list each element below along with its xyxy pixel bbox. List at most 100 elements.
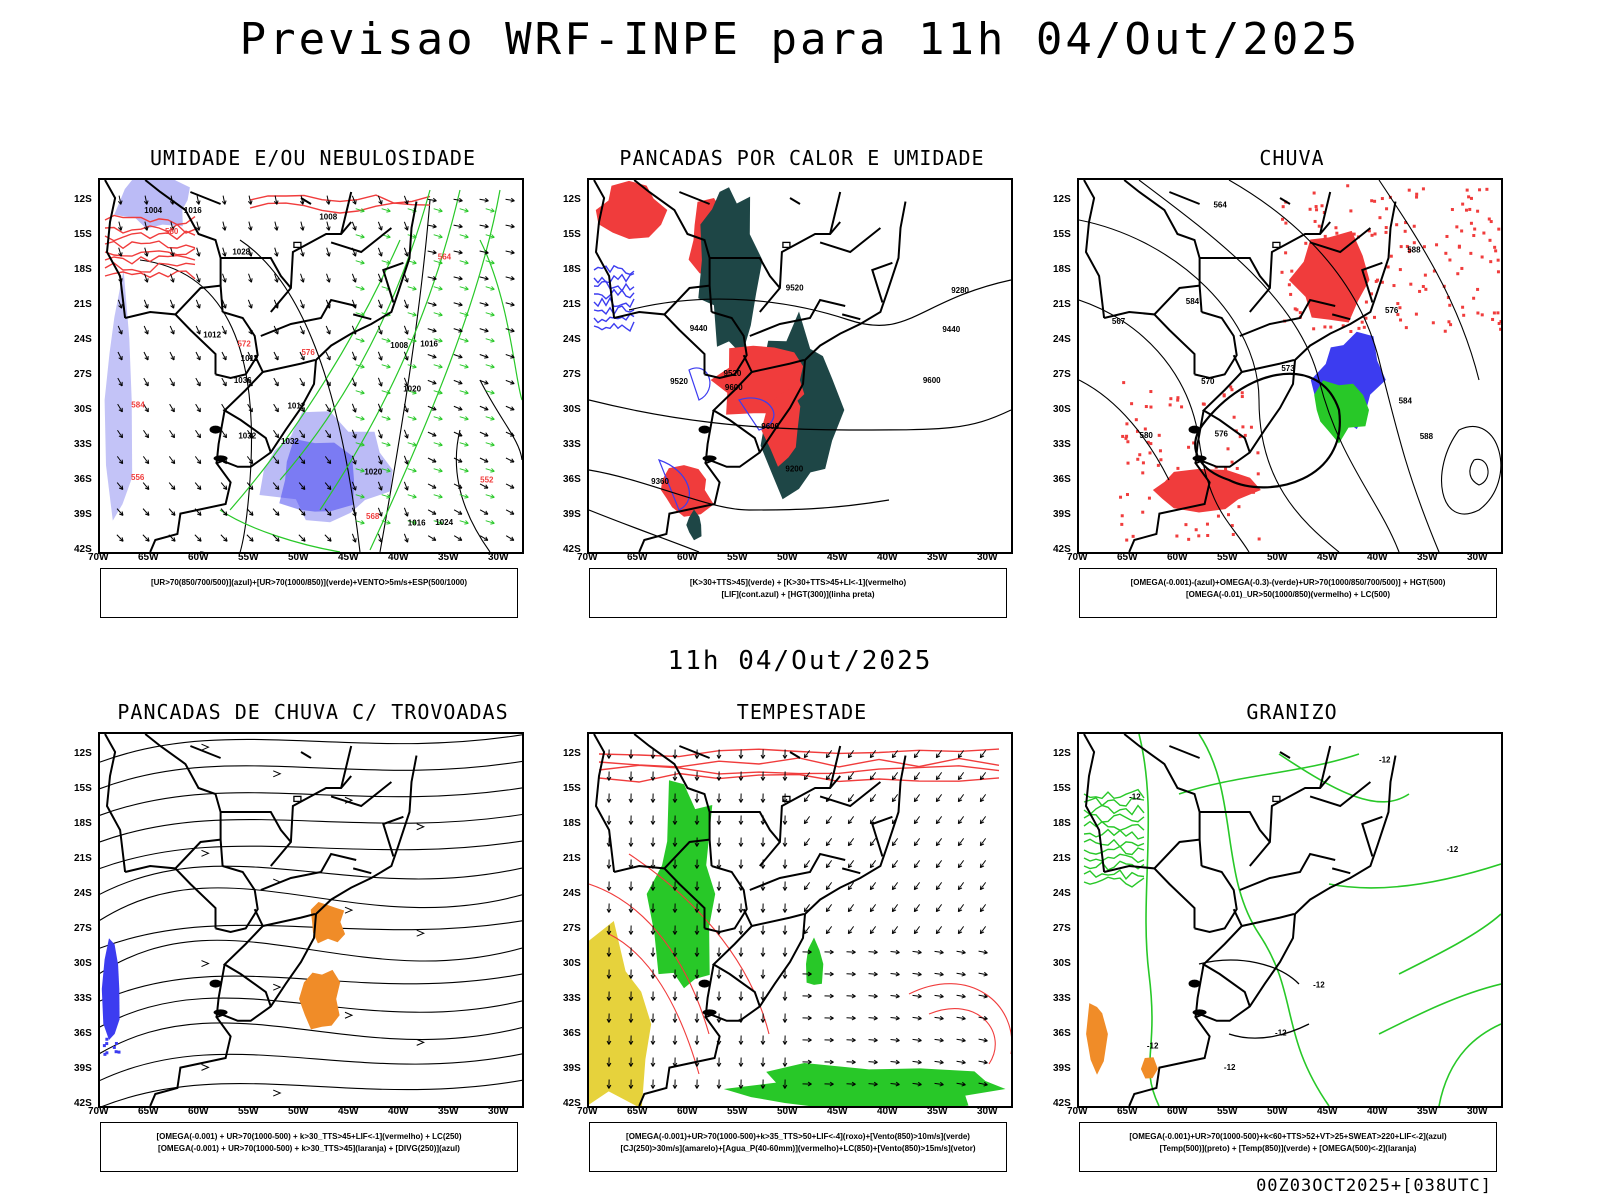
wind-vector xyxy=(694,793,700,803)
wind-vector xyxy=(672,1035,678,1045)
wind-vector xyxy=(847,882,855,891)
shaded-speck xyxy=(1148,451,1152,455)
wind-vector xyxy=(433,416,443,421)
wind-vector xyxy=(220,482,228,490)
wind-vector xyxy=(351,403,357,413)
wind-vector xyxy=(738,859,744,869)
wind-vector xyxy=(453,431,463,437)
wind-vector xyxy=(868,949,878,955)
lake-mark xyxy=(702,1009,717,1016)
shaded-speck xyxy=(1384,226,1388,230)
wind-vector xyxy=(890,993,900,999)
contour-label: 567 xyxy=(1112,317,1126,326)
coastline-east xyxy=(1128,201,1397,552)
country-border xyxy=(1153,867,1196,929)
shaded-speck xyxy=(1323,234,1327,238)
contour-line xyxy=(738,397,775,431)
wind-vector xyxy=(459,390,469,395)
thickness-contour xyxy=(249,194,431,204)
geographic-borders xyxy=(1083,180,1397,552)
shaded-speck xyxy=(1237,505,1241,509)
wind-vector xyxy=(377,299,383,309)
lake-mark xyxy=(293,795,302,803)
wind-vector xyxy=(891,750,899,759)
shaded-speck xyxy=(1447,320,1451,324)
wind-vector xyxy=(978,1059,988,1065)
wind-vector xyxy=(403,481,409,491)
contour-label: 576 xyxy=(1215,429,1229,438)
streamline-arrow xyxy=(273,1089,282,1097)
wind-vector xyxy=(738,925,744,935)
country-border xyxy=(1153,313,1196,375)
wind-vector xyxy=(403,429,409,439)
shaded-speck xyxy=(1320,204,1324,208)
wind-vector xyxy=(868,971,878,977)
shaded-speck xyxy=(1169,397,1173,401)
wind-vector xyxy=(381,442,391,447)
wind-vector xyxy=(433,390,443,395)
wind-vector xyxy=(453,249,463,255)
coastline-east xyxy=(638,755,907,1106)
map-legend: [OMEGA(-0.001)+UR>70(1000-500)+k>35_TTS>… xyxy=(589,1122,1007,1172)
wind-vector xyxy=(738,1057,744,1067)
wind850-green xyxy=(806,937,824,985)
lat-tick-label: 24S xyxy=(1053,334,1071,345)
lake-mark xyxy=(213,1009,228,1016)
wind-vector xyxy=(782,837,788,847)
lon-tick-label: 65W xyxy=(138,1106,159,1117)
wind-vector xyxy=(672,793,678,803)
contour-label: 9520 xyxy=(724,369,742,378)
lat-tick-label: 39S xyxy=(1053,509,1071,520)
wind-vector xyxy=(433,494,443,499)
contour-label: -12 xyxy=(1379,756,1391,765)
wind-vector xyxy=(505,354,515,359)
lake-mark xyxy=(782,795,791,803)
lat-tick-label: 15S xyxy=(74,783,92,794)
wind-vector xyxy=(913,750,921,759)
lon-tick-label: 55W xyxy=(238,552,259,563)
wind-vector xyxy=(326,221,331,231)
lat-tick-label: 33S xyxy=(1053,993,1071,1004)
wind-vector xyxy=(381,390,391,395)
wind-vector xyxy=(427,535,437,541)
wind-vector xyxy=(782,991,788,1001)
country-border xyxy=(1194,865,1238,934)
lon-tick-label: 50W xyxy=(288,552,309,563)
shaded-speck xyxy=(1398,306,1402,310)
wind-vector xyxy=(716,947,722,957)
wind-vector xyxy=(912,1037,922,1043)
wind-vector xyxy=(407,338,417,343)
wind-vector xyxy=(672,925,678,935)
wind-vector xyxy=(782,1057,788,1067)
thickness-contour xyxy=(104,240,196,250)
country-border xyxy=(270,775,352,867)
wind-vector xyxy=(956,1037,966,1043)
lake-mark xyxy=(1272,241,1281,249)
wind-vector xyxy=(628,969,634,979)
contour-label: -12 xyxy=(1129,793,1141,802)
wind-vector xyxy=(957,816,965,825)
wind-vector xyxy=(978,1037,988,1043)
wind-vector xyxy=(326,273,331,283)
wind-vector xyxy=(381,468,391,473)
shaded-speck xyxy=(1370,199,1374,203)
forecast-map xyxy=(98,732,524,1108)
wind-vector xyxy=(427,483,437,489)
wind-vector xyxy=(979,750,987,759)
shaded-speck xyxy=(1257,537,1261,541)
contour-label: 9440 xyxy=(942,325,960,334)
shaded-speck xyxy=(1295,308,1299,312)
shaded-speck xyxy=(1206,533,1210,537)
wind-vector xyxy=(935,882,943,891)
country-border xyxy=(1123,180,1203,313)
wind-vector xyxy=(479,302,489,307)
country-border xyxy=(1194,311,1238,380)
lon-tick-label: 65W xyxy=(1117,1106,1138,1117)
country-border xyxy=(1319,191,1332,235)
shaded-speck xyxy=(1125,538,1129,542)
contour-label: 1016 xyxy=(408,518,426,527)
panel-title: PANCADAS POR CALOR E UMIDADE xyxy=(619,146,985,170)
shaded-speck xyxy=(1120,514,1124,518)
shaded-speck xyxy=(1281,217,1285,221)
streamline xyxy=(100,997,522,1028)
